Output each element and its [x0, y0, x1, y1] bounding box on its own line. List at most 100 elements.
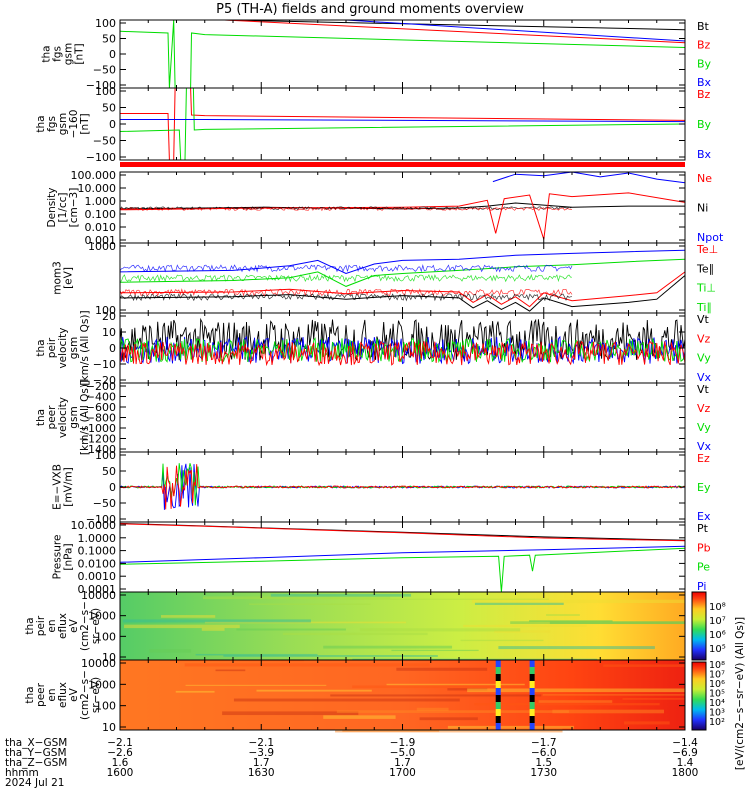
y-tick-label: −50 — [93, 497, 116, 510]
colorbar-tick-label: 10⁸ — [709, 660, 725, 671]
spectrogram-band — [256, 689, 372, 692]
series-line — [119, 547, 686, 593]
panel-frame — [119, 87, 686, 161]
date-label: 2024 Jul 21 — [5, 777, 64, 789]
y-tick-label: −600 — [86, 401, 116, 414]
legend-label: Bt — [697, 20, 710, 33]
y-tick-label: 0.0001 — [78, 583, 117, 596]
y-tick-label: 10000 — [81, 657, 116, 670]
spectrogram-gap-1 — [495, 674, 501, 681]
x-axis-value: −6.9 — [672, 747, 698, 759]
spectrogram-band — [549, 621, 685, 625]
spectrogram-gap-1 — [495, 695, 501, 702]
y-tick-label: 0.1000 — [78, 545, 117, 558]
legend-label: Vx — [697, 440, 712, 453]
spectrogram-gap-2 — [529, 716, 535, 723]
x-axis-value: 1730 — [530, 767, 557, 779]
colorbar-tick-label: 10⁵ — [709, 644, 726, 655]
spectrogram-band — [546, 614, 580, 616]
spectrogram-band — [447, 725, 574, 729]
y-tick-label: 1000 — [88, 678, 116, 691]
spectrogram-band — [474, 703, 660, 706]
spectrogram-gap-1 — [495, 688, 501, 695]
spectrogram-band — [396, 667, 488, 671]
spectrogram-band — [202, 596, 391, 600]
spectrogram-gap-2 — [529, 709, 535, 716]
spectrogram-band — [542, 694, 685, 696]
y-axis-label: peer — [35, 682, 47, 707]
spectrogram-band — [603, 664, 685, 667]
y-axis-label: −160 — [68, 110, 80, 139]
legend-label: Bx — [697, 76, 712, 89]
spectrogram-band — [323, 715, 396, 719]
spectrogram-band — [223, 655, 438, 657]
y-axis-label: eflux — [57, 682, 69, 708]
panel-5: 20 10 0 −10 −20 tha peir velocity gsm [km/s (All … — [35, 310, 712, 387]
legend-label: Ni — [697, 202, 708, 215]
spectrogram-gap-2 — [529, 702, 535, 709]
y-tick-label: 10000 — [81, 589, 116, 602]
y-axis-label: en — [46, 619, 58, 632]
series-line — [224, 19, 686, 44]
y-axis-label: en — [46, 688, 58, 701]
spectrogram-gap-2 — [529, 723, 535, 730]
legend-label: Vz — [697, 332, 711, 345]
legend-label: Pt — [697, 522, 709, 535]
spectrogram-band — [529, 620, 613, 623]
y-tick-label: 0 — [109, 48, 116, 61]
y-tick-label: 50 — [102, 102, 116, 115]
spectrogram-band — [215, 669, 246, 672]
spectrogram-band — [184, 663, 430, 667]
y-tick-label: 100 — [95, 17, 116, 30]
spectrogram-gap-2 — [529, 674, 535, 681]
legend-label: Vy — [697, 352, 711, 365]
spectrogram-band — [236, 628, 346, 631]
series-noise — [119, 293, 573, 302]
y-tick-label: 0 — [109, 342, 116, 355]
y-axis-label: sr−eV) — [90, 608, 102, 644]
series-noise — [119, 288, 573, 297]
legend-label: Ey — [697, 481, 711, 494]
x-axis-row-label: tha_Y−GSM — [5, 747, 67, 759]
y-tick-label: −100 — [86, 151, 116, 164]
colorbar-tick-label: 10⁶ — [709, 630, 726, 641]
y-axis-label: fgs — [46, 116, 58, 132]
x-axis-value: −1.7 — [531, 737, 557, 749]
x-axis-labels: tha_X−GSM −2.1 −2.1 −1.9 −1.7 −1.4 tha_Y−GSM −2… — [5, 737, 698, 789]
spectrogram-band — [233, 698, 460, 702]
y-tick-label: 0 — [109, 118, 116, 131]
y-tick-label: 100.000 — [71, 169, 117, 182]
x-axis-row-label: tha_Z−GSM — [5, 757, 67, 769]
y-tick-label: −20 — [93, 374, 116, 387]
y-axis-label: tha — [41, 45, 53, 62]
y-tick-label: 0.100 — [85, 208, 117, 221]
colorbar-tick-label: 10⁷ — [709, 670, 725, 681]
colorbar-tick-label: 10⁵ — [709, 689, 725, 700]
status-bar — [120, 162, 685, 167]
spectrogram-band — [270, 593, 412, 597]
y-tick-label: 10 — [102, 721, 116, 734]
series-line — [119, 337, 686, 364]
spectrogram-band — [195, 653, 318, 656]
y-tick-label: 1.0000 — [78, 532, 117, 545]
spectrogram-band — [185, 684, 327, 686]
y-axis-label: gsm — [68, 406, 80, 428]
y-tick-label: 10 — [102, 651, 116, 664]
y-tick-label: −10 — [93, 358, 116, 371]
y-tick-label: −400 — [86, 391, 116, 404]
panel-7: 100 50 0 −50 −100 E=−VXB [mV/m] Ez Ey Ex — [52, 449, 711, 526]
colorbar-scale — [691, 661, 707, 731]
spectrogram-band — [416, 707, 449, 711]
x-axis-value: −1.9 — [390, 737, 416, 749]
spectrogram-band — [122, 619, 311, 623]
series-line — [119, 258, 686, 287]
spectrogram-band — [149, 649, 192, 653]
legend-label: Ex — [697, 510, 711, 523]
y-axis-label: velocity — [57, 397, 69, 438]
y-tick-label: −1200 — [79, 433, 116, 446]
x-axis-value: 1630 — [248, 767, 275, 779]
y-tick-label: −1000 — [79, 422, 116, 435]
x-axis-row-label: hhmm — [5, 767, 39, 779]
x-axis-value: 1.5 — [535, 757, 552, 769]
spectrogram-band — [624, 721, 670, 725]
